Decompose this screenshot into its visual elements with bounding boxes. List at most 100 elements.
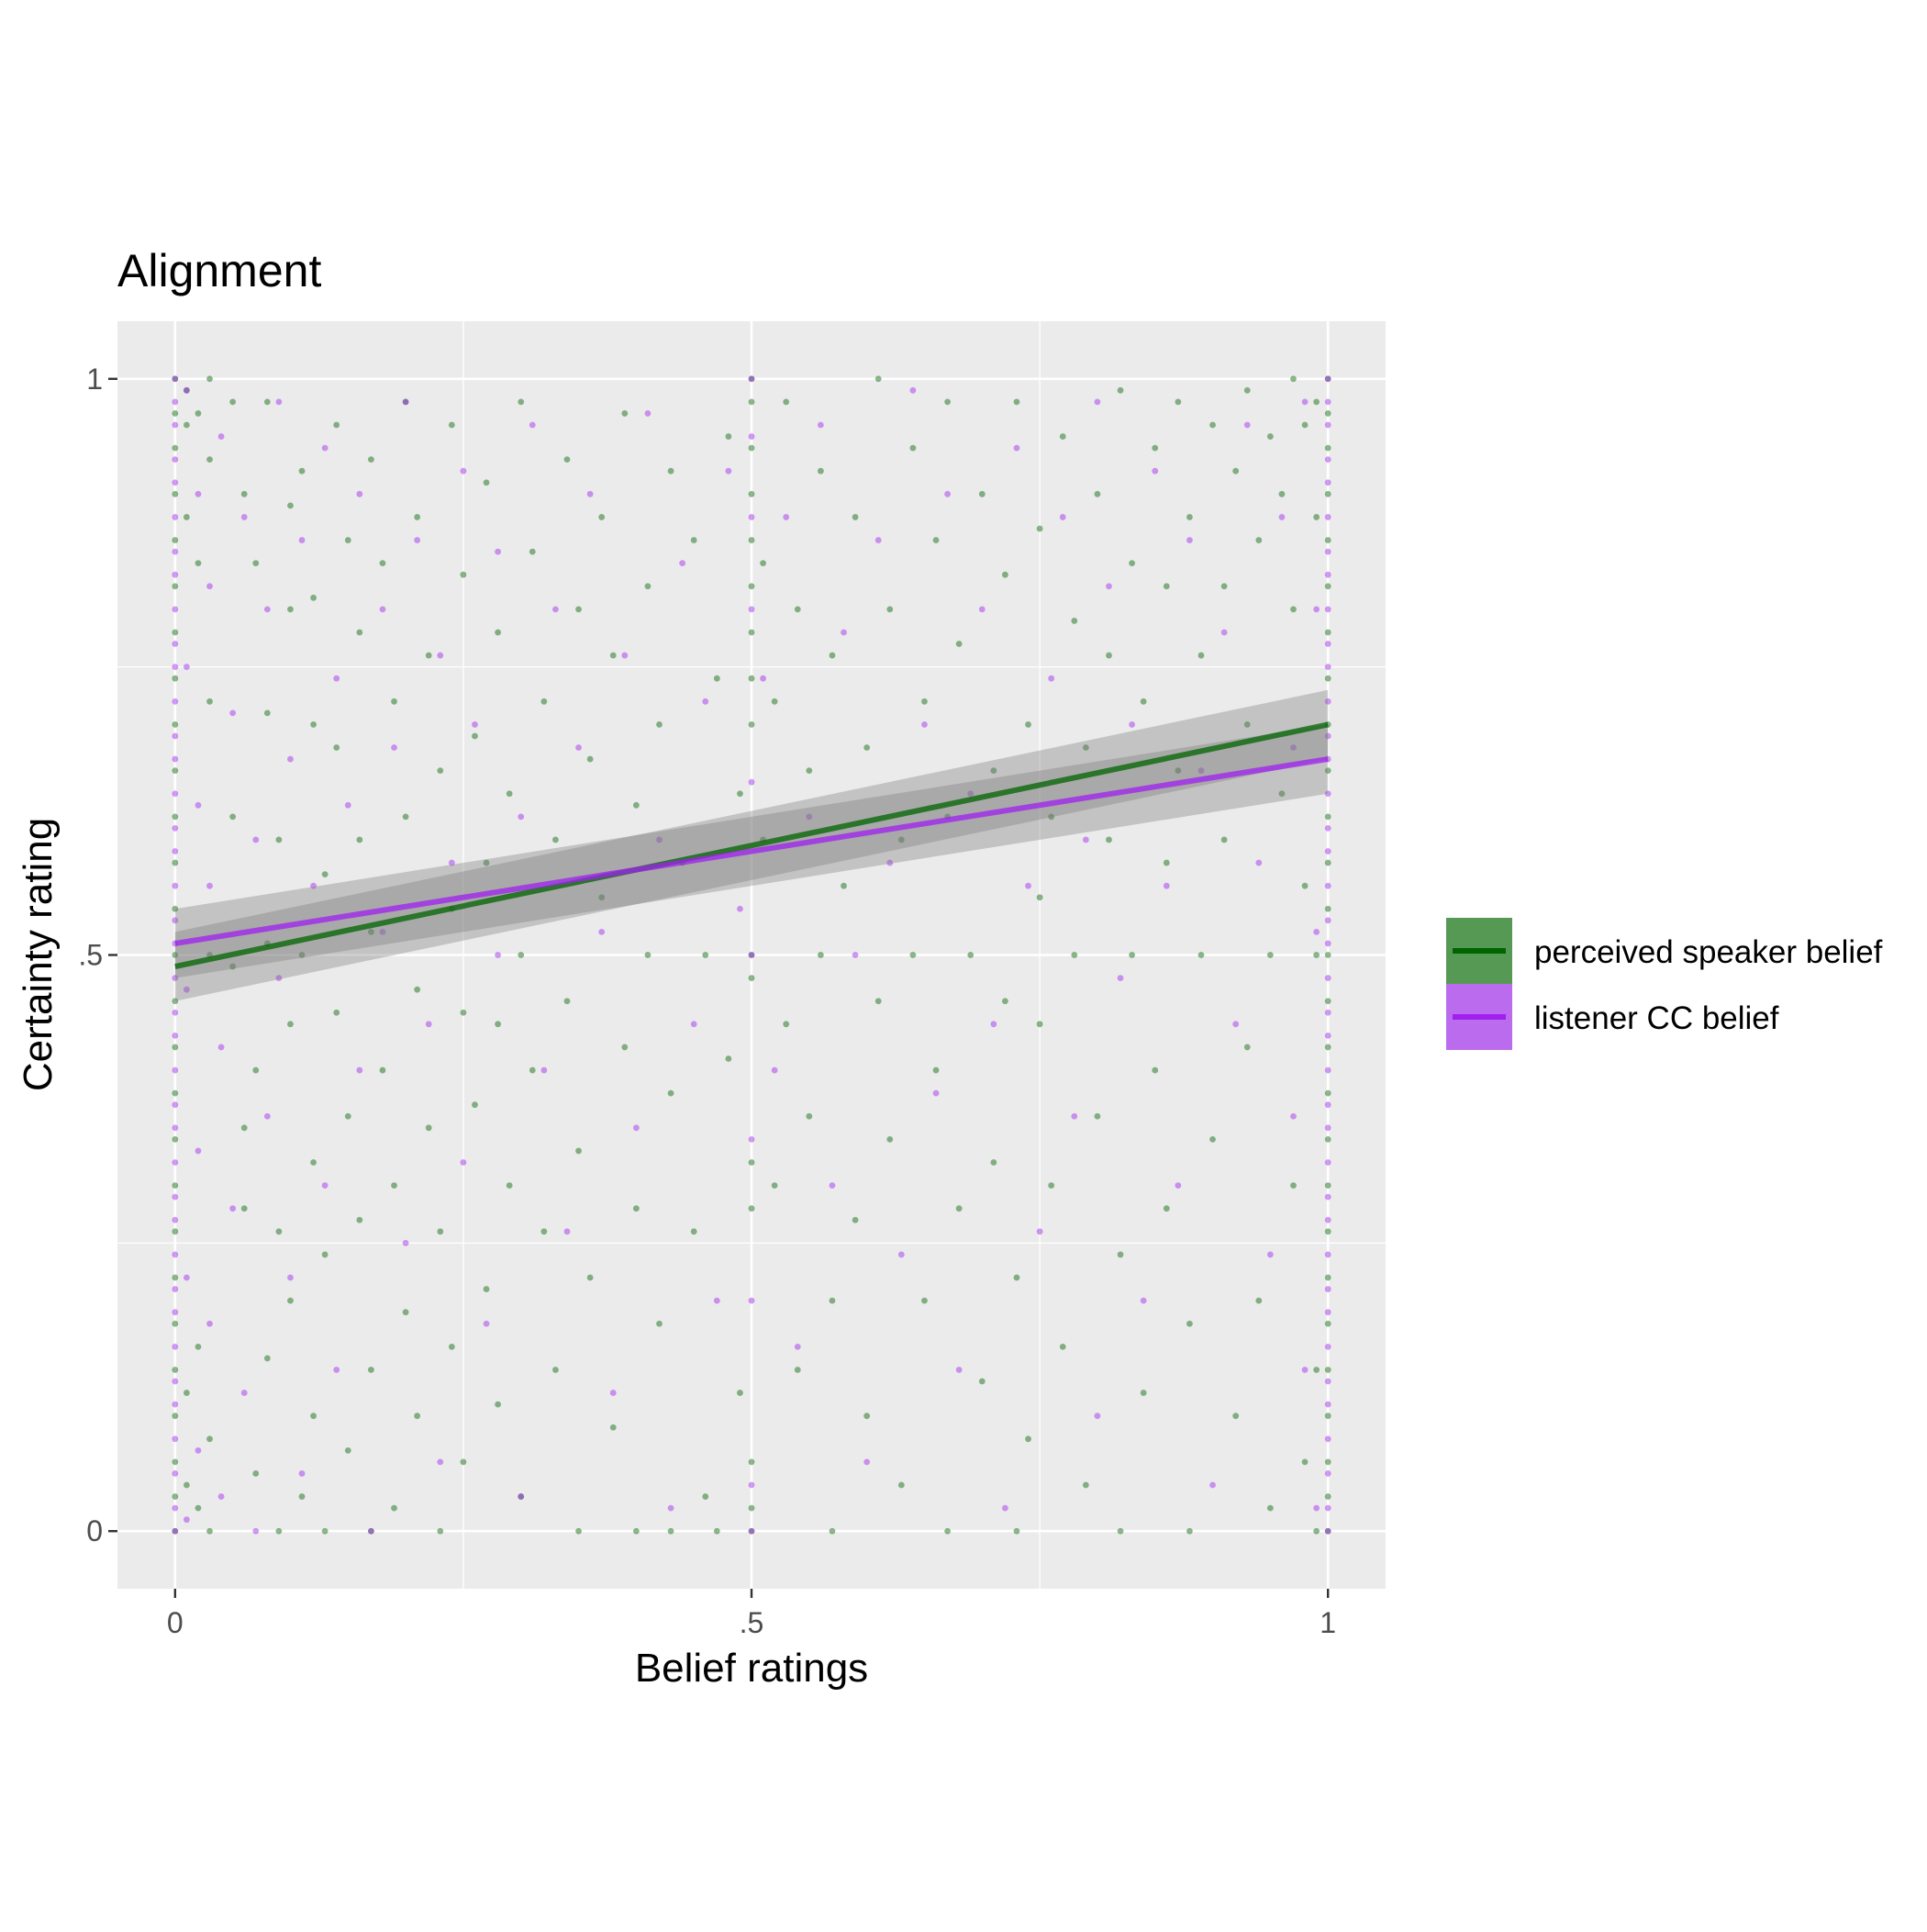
data-point [690, 537, 697, 543]
data-point [298, 952, 306, 958]
data-point [783, 398, 790, 406]
data-point [967, 790, 975, 798]
data-point [356, 836, 363, 843]
data-point [206, 583, 213, 590]
data-point [1048, 813, 1055, 821]
data-point [183, 1516, 190, 1524]
data-point [1324, 571, 1331, 578]
data-point [1324, 1367, 1331, 1373]
data-point [1324, 1413, 1331, 1420]
data-point [172, 664, 179, 671]
data-point [771, 698, 778, 705]
data-point [195, 801, 202, 809]
data-point [1313, 952, 1320, 958]
data-point [172, 629, 179, 636]
data-point [518, 1493, 525, 1500]
data-point [287, 755, 294, 763]
data-point [1013, 398, 1020, 406]
data-point [1209, 1135, 1216, 1143]
data-point [932, 1089, 940, 1097]
data-point [1313, 1527, 1320, 1535]
data-point [1313, 606, 1320, 613]
data-point [1197, 952, 1205, 958]
data-point [1036, 1021, 1043, 1028]
data-point [1324, 456, 1331, 463]
data-point [172, 1251, 179, 1258]
data-point [932, 1067, 940, 1074]
data-point [1324, 698, 1331, 705]
data-point [955, 1205, 963, 1212]
data-point [944, 1527, 951, 1535]
data-point [368, 456, 374, 463]
data-point [495, 1021, 501, 1028]
data-point [1324, 490, 1331, 497]
data-point [172, 998, 179, 1005]
data-point [183, 421, 190, 429]
data-point [172, 1216, 179, 1223]
data-point [172, 882, 179, 889]
data-point [1324, 375, 1331, 383]
data-point [644, 952, 652, 958]
data-point [1324, 825, 1331, 832]
data-point [760, 560, 766, 567]
data-point [1232, 1021, 1240, 1028]
data-point [263, 606, 271, 613]
data-point [195, 1343, 202, 1350]
data-point [621, 652, 629, 659]
data-point [368, 928, 374, 935]
data-point [321, 871, 329, 878]
data-point [529, 548, 536, 555]
data-point [1324, 1135, 1331, 1143]
data-point [402, 1239, 409, 1246]
data-point [333, 1367, 340, 1373]
data-point [275, 1527, 283, 1535]
data-point [748, 1159, 755, 1166]
data-point [483, 479, 490, 486]
data-point [748, 1504, 755, 1512]
data-point [356, 1216, 363, 1223]
data-point [874, 998, 882, 1005]
data-point [172, 606, 179, 613]
data-point [414, 537, 421, 543]
data-point [518, 1493, 525, 1500]
data-point [172, 1435, 179, 1443]
data-point [621, 410, 629, 417]
data-point [1140, 698, 1147, 705]
data-point [483, 859, 490, 866]
data-point [667, 1089, 674, 1097]
data-point [1324, 1309, 1331, 1316]
data-point [1278, 514, 1286, 520]
data-point [748, 537, 755, 543]
data-point [402, 813, 409, 821]
data-point [783, 1021, 790, 1028]
data-point [183, 386, 190, 394]
data-point [886, 1135, 894, 1143]
data-point [1243, 421, 1251, 429]
data-point [1094, 398, 1101, 406]
data-point [529, 1067, 536, 1074]
data-point [852, 1216, 859, 1223]
data-point [172, 421, 179, 429]
data-point [1313, 514, 1320, 520]
data-point [748, 952, 755, 958]
data-point [252, 560, 260, 567]
data-point [229, 813, 237, 821]
data-point [1175, 767, 1182, 775]
data-point [978, 490, 986, 497]
data-point [172, 952, 179, 958]
data-point [748, 675, 755, 682]
data-point [172, 548, 179, 555]
data-point [172, 675, 179, 682]
legend: perceived speaker belief listener CC beli… [1446, 918, 1883, 1050]
data-point [817, 467, 824, 475]
data-point [195, 410, 202, 417]
data-point [725, 1055, 732, 1062]
data-point [702, 1493, 709, 1500]
data-point [909, 952, 917, 958]
data-point [909, 444, 917, 452]
data-point [1036, 525, 1043, 532]
data-point [414, 986, 421, 993]
data-point [425, 652, 432, 659]
data-point [552, 1367, 559, 1373]
data-point [1324, 1251, 1331, 1258]
